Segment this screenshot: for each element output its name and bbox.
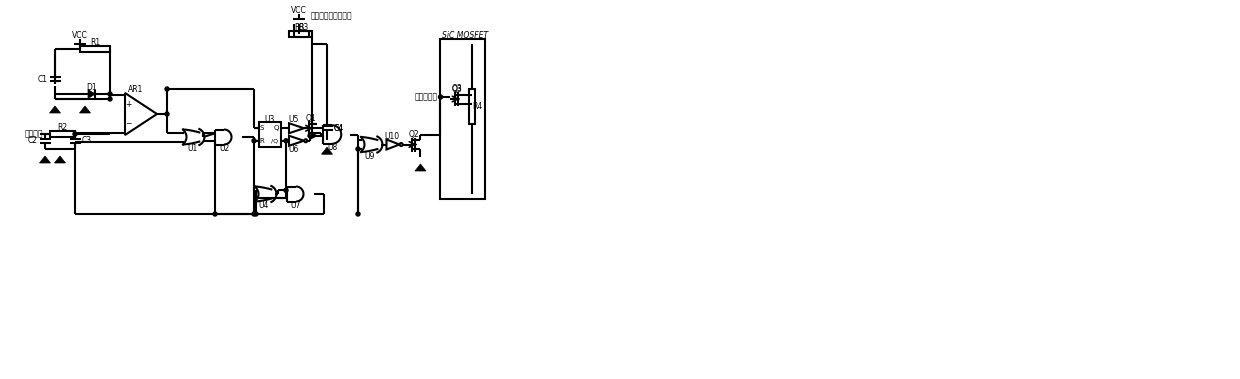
Circle shape bbox=[165, 87, 169, 91]
Bar bbox=[470, 89, 475, 124]
Text: R3: R3 bbox=[294, 23, 304, 32]
Text: Q2: Q2 bbox=[409, 130, 419, 139]
Text: +: + bbox=[125, 100, 131, 109]
Circle shape bbox=[254, 212, 258, 216]
Text: U5: U5 bbox=[289, 115, 299, 124]
Bar bbox=[294, 31, 312, 37]
Text: −: − bbox=[125, 119, 131, 128]
Circle shape bbox=[284, 139, 288, 143]
Bar bbox=[259, 122, 281, 147]
Text: Q3: Q3 bbox=[451, 85, 463, 94]
Text: C4: C4 bbox=[334, 124, 345, 133]
Text: AR1: AR1 bbox=[128, 85, 144, 94]
Text: U4: U4 bbox=[259, 201, 269, 210]
Circle shape bbox=[356, 212, 360, 216]
Circle shape bbox=[73, 132, 77, 136]
Text: 待检测信号: 待检测信号 bbox=[414, 92, 438, 102]
Text: C3: C3 bbox=[82, 136, 92, 145]
Bar bbox=[81, 46, 110, 52]
Text: R1: R1 bbox=[91, 38, 100, 47]
Polygon shape bbox=[55, 156, 66, 163]
Text: U1: U1 bbox=[187, 144, 197, 153]
Bar bbox=[440, 39, 486, 199]
Circle shape bbox=[108, 92, 112, 96]
Text: U2: U2 bbox=[219, 144, 229, 153]
Text: SiC MOSFET: SiC MOSFET bbox=[443, 30, 489, 39]
Text: R3: R3 bbox=[298, 23, 308, 32]
Text: S: S bbox=[259, 125, 264, 131]
Circle shape bbox=[108, 97, 112, 101]
Polygon shape bbox=[40, 156, 51, 163]
Text: Q3: Q3 bbox=[451, 83, 463, 92]
Circle shape bbox=[439, 95, 443, 99]
Text: VCC: VCC bbox=[291, 6, 306, 14]
Circle shape bbox=[213, 212, 217, 216]
Text: 检测入口: 检测入口 bbox=[25, 130, 43, 138]
Text: D1: D1 bbox=[87, 83, 97, 92]
Text: R2: R2 bbox=[57, 123, 67, 132]
Polygon shape bbox=[321, 147, 332, 154]
Text: Q1: Q1 bbox=[305, 114, 316, 123]
Text: Q: Q bbox=[273, 125, 279, 131]
Circle shape bbox=[252, 139, 255, 143]
Circle shape bbox=[252, 212, 255, 216]
Polygon shape bbox=[50, 106, 61, 113]
Text: VCC: VCC bbox=[72, 30, 88, 39]
Circle shape bbox=[308, 134, 312, 138]
Text: U10: U10 bbox=[384, 132, 399, 141]
Text: R4: R4 bbox=[472, 102, 482, 111]
Bar bbox=[50, 131, 74, 137]
Text: C1: C1 bbox=[38, 75, 48, 83]
Text: C4: C4 bbox=[334, 124, 345, 133]
Text: U7: U7 bbox=[291, 201, 301, 210]
Text: U8: U8 bbox=[327, 143, 337, 152]
Text: U3: U3 bbox=[265, 114, 275, 124]
Polygon shape bbox=[415, 164, 427, 171]
Circle shape bbox=[284, 188, 288, 192]
Circle shape bbox=[165, 112, 169, 116]
Text: U6: U6 bbox=[289, 145, 299, 154]
Polygon shape bbox=[79, 106, 91, 113]
Text: R: R bbox=[259, 138, 264, 144]
Polygon shape bbox=[88, 89, 95, 99]
Circle shape bbox=[356, 147, 360, 151]
Text: U9: U9 bbox=[365, 152, 376, 160]
Bar bbox=[289, 31, 309, 37]
Text: C2: C2 bbox=[29, 136, 38, 145]
Text: 信号处理及控制入口: 信号处理及控制入口 bbox=[311, 11, 352, 20]
Text: /Q: /Q bbox=[272, 138, 279, 143]
